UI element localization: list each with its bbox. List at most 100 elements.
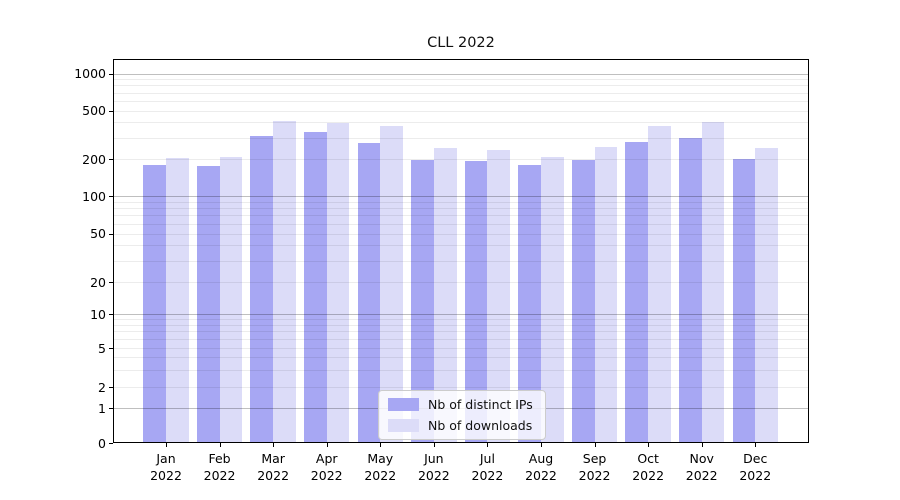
bar-ips-apr [304, 131, 327, 443]
gridline-50 [114, 233, 809, 235]
y-tick-mark-500 [109, 110, 114, 112]
gridline-20 [114, 282, 809, 283]
bar-downloads-mar [273, 121, 296, 443]
x-tick-label-oct: Oct 2022 [632, 451, 665, 483]
bar-ips-feb [196, 166, 220, 443]
y-tick-label-200: 200 [82, 151, 106, 167]
x-tick-mark-dec [755, 443, 757, 448]
bar-downloads-jan [165, 158, 189, 443]
gridline-200 [114, 159, 809, 160]
legend-label-distinct-ips: Nb of distinct IPs [428, 397, 533, 412]
y-tick-mark-100 [109, 196, 114, 197]
bar-downloads-jun [433, 148, 457, 443]
x-tick-label-aug: Aug 2022 [525, 451, 557, 483]
bar-downloads-aug [540, 156, 564, 443]
bar-downloads-jul [487, 150, 511, 443]
x-tick-label-jul: Jul 2022 [471, 451, 504, 483]
x-tick-mark-may [380, 443, 382, 448]
bar-ips-dec [732, 159, 756, 443]
gridline-300 [114, 137, 809, 139]
y-tick-mark-200 [109, 159, 114, 160]
bar-downloads-sep [594, 147, 618, 443]
gridline-100 [114, 196, 809, 197]
x-tick-mark-jan [166, 443, 167, 448]
gridline-7 [114, 331, 809, 333]
x-tick-label-dec: Dec 2022 [739, 451, 772, 483]
y-tick-mark-1 [109, 408, 114, 409]
x-tick-label-may: May 2022 [364, 451, 397, 483]
gridline-9 [114, 319, 809, 321]
x-tick-label-apr: Apr 2022 [310, 451, 343, 483]
gridline-80 [114, 208, 809, 210]
gridline-3 [114, 369, 809, 371]
plot-area [113, 59, 810, 444]
legend-swatch-downloads [388, 419, 419, 432]
gridline-800 [114, 85, 809, 87]
x-tick-mark-mar [273, 443, 275, 448]
gridline-500 [114, 110, 809, 112]
y-tick-mark-2 [109, 387, 114, 388]
gridline-400 [114, 122, 809, 124]
gridline-5 [114, 348, 809, 349]
x-tick-mark-feb [219, 443, 221, 448]
bar-ips-may [357, 143, 381, 443]
y-tick-label-0: 0 [98, 435, 106, 451]
gridline-30 [114, 260, 809, 262]
gridline-90 [114, 201, 809, 203]
y-tick-label-100: 100 [82, 188, 106, 204]
x-tick-mark-jul [487, 443, 489, 448]
bar-ips-mar [250, 136, 274, 443]
x-tick-mark-nov [701, 443, 703, 448]
x-tick-label-jun: Jun 2022 [417, 451, 450, 483]
bar-ips-jan [143, 164, 166, 443]
legend-item-distinct-ips: Nb of distinct IPs [388, 397, 536, 412]
x-tick-label-nov: Nov 2022 [685, 451, 718, 483]
bar-downloads-may [380, 125, 403, 443]
y-tick-label-500: 500 [82, 103, 106, 119]
gridline-900 [114, 79, 809, 81]
y-tick-mark-50 [109, 233, 114, 235]
y-tick-label-10: 10 [90, 306, 106, 322]
y-tick-label-1000: 1000 [74, 66, 106, 81]
y-tick-mark-10 [109, 314, 114, 315]
bar-ips-nov [678, 138, 702, 443]
gridline-40 [114, 245, 809, 247]
gridline-10 [114, 314, 809, 315]
x-tick-label-jan: Jan 2022 [150, 451, 182, 483]
bar-ips-jun [411, 160, 434, 443]
gridline-60 [114, 223, 809, 225]
gridline-6 [114, 339, 809, 341]
legend-swatch-distinct-ips [388, 398, 419, 411]
legend-label-downloads: Nb of downloads [428, 418, 533, 433]
y-tick-mark-5 [109, 348, 114, 349]
x-tick-label-mar: Mar 2022 [257, 451, 290, 483]
gridline-700 [114, 92, 809, 94]
x-tick-mark-oct [648, 443, 650, 448]
gridline-70 [114, 215, 809, 217]
bar-downloads-dec [755, 148, 778, 443]
x-tick-mark-sep [594, 443, 596, 448]
y-tick-label-5: 5 [98, 340, 106, 356]
y-tick-mark-0 [109, 443, 114, 445]
bar-ips-oct [625, 142, 649, 443]
gridline-600 [114, 100, 809, 102]
gridline-4 [114, 357, 809, 359]
x-tick-mark-aug [540, 443, 542, 448]
gridline-2 [114, 387, 809, 388]
x-tick-label-feb: Feb 2022 [203, 451, 236, 483]
y-tick-mark-1000 [109, 73, 114, 75]
y-tick-label-50: 50 [90, 226, 106, 241]
bar-ips-aug [518, 164, 541, 443]
x-tick-label-sep: Sep 2022 [578, 451, 611, 483]
bar-downloads-nov [701, 122, 725, 443]
y-tick-label-2: 2 [98, 379, 106, 395]
bar-downloads-feb [219, 157, 243, 443]
bar-downloads-apr [326, 122, 350, 443]
x-tick-mark-apr [326, 443, 328, 448]
y-tick-label-20: 20 [90, 274, 106, 290]
bar-downloads-oct [648, 125, 671, 443]
bar-ips-sep [571, 160, 595, 443]
chart-title: CLL 2022 [427, 35, 495, 51]
bar-ips-jul [464, 161, 488, 443]
legend-item-downloads: Nb of downloads [388, 418, 536, 433]
